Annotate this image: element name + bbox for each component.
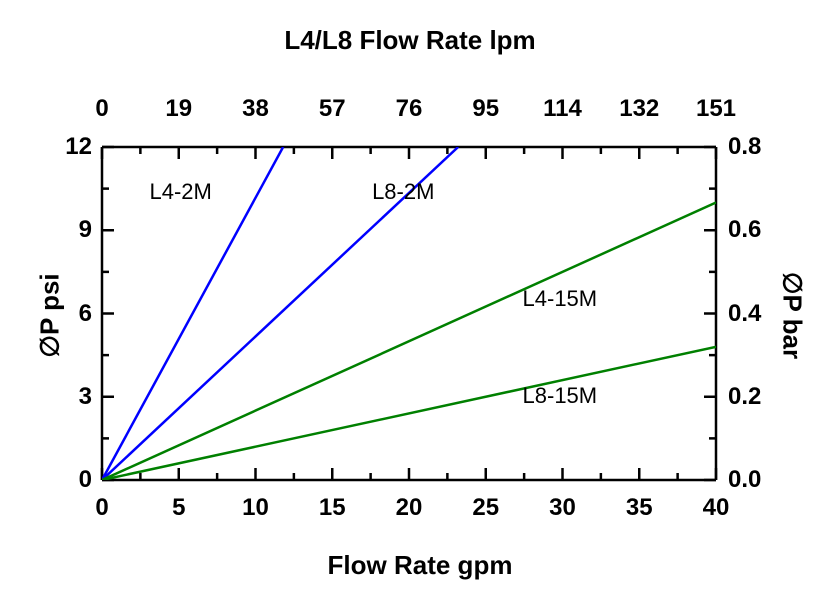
tick-label: 5 — [149, 494, 209, 522]
tick-label: 35 — [609, 494, 669, 522]
tick-label: 132 — [609, 95, 669, 123]
tick-label: 19 — [149, 95, 209, 123]
series-label: L8-2M — [343, 179, 463, 205]
series-label: L8-15M — [500, 383, 620, 409]
tick-label: 15 — [302, 494, 362, 522]
tick-label: 76 — [379, 95, 439, 123]
series-label: L4-2M — [121, 179, 241, 205]
tick-label: 0.0 — [728, 466, 778, 494]
tick-label: 6 — [52, 300, 92, 328]
tick-label: 10 — [226, 494, 286, 522]
tick-label: 3 — [52, 383, 92, 411]
tick-label: 30 — [533, 494, 593, 522]
tick-label: 0.8 — [728, 133, 778, 161]
tick-label: 114 — [533, 95, 593, 123]
tick-label: 25 — [456, 494, 516, 522]
tick-label: 20 — [379, 494, 439, 522]
tick-label: 151 — [686, 95, 746, 123]
tick-label: 95 — [456, 95, 516, 123]
tick-label: 0.2 — [728, 383, 778, 411]
series-line — [102, 347, 716, 480]
tick-label: 0 — [52, 466, 92, 494]
tick-label: 57 — [302, 95, 362, 123]
tick-label: 40 — [686, 494, 746, 522]
tick-label: 0 — [72, 494, 132, 522]
series-line — [102, 203, 716, 481]
series-label: L4-15M — [500, 286, 620, 312]
tick-label: 0.6 — [728, 216, 778, 244]
tick-label: 9 — [52, 216, 92, 244]
tick-label: 12 — [52, 133, 92, 161]
flow-rate-chart: L4/L8 Flow Rate lpm ∅P psi ∅P bar Flow R… — [0, 0, 816, 602]
tick-label: 38 — [226, 95, 286, 123]
tick-label: 0.4 — [728, 300, 778, 328]
tick-label: 0 — [72, 95, 132, 123]
